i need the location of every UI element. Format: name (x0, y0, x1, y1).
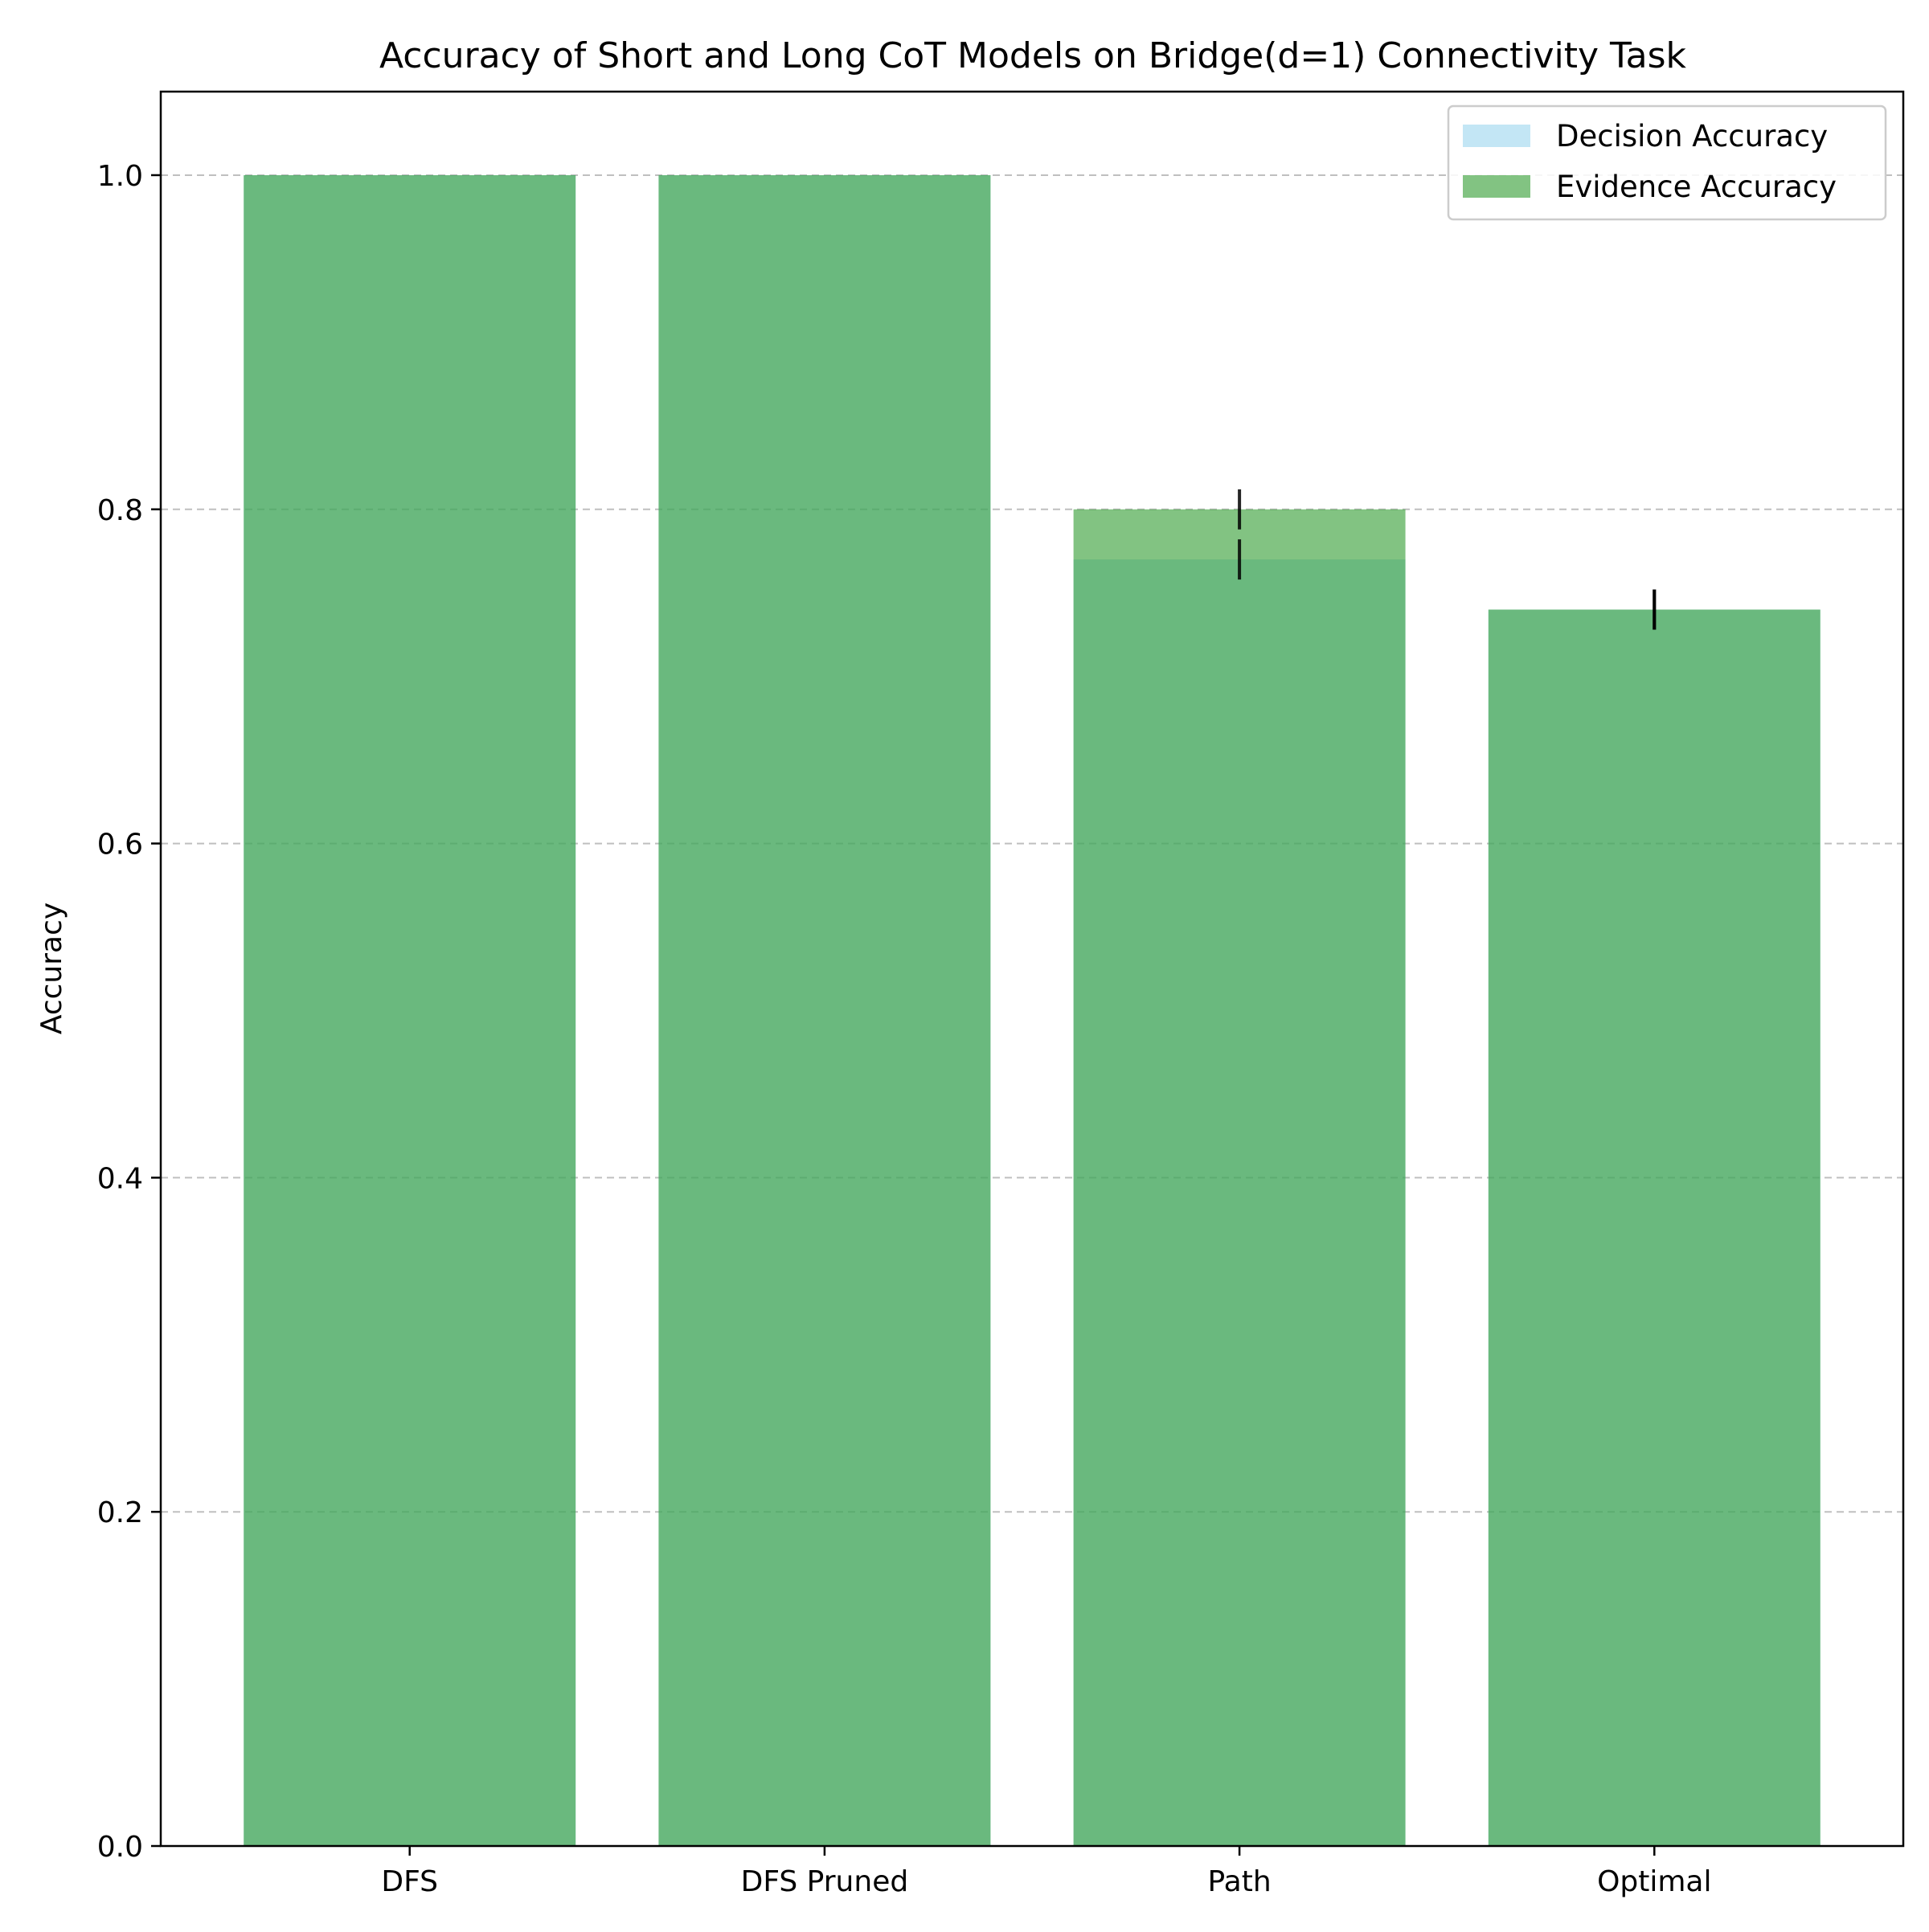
y-tick-label: 1.0 (97, 160, 143, 193)
bar-evidence-0 (244, 174, 576, 1846)
bars (244, 174, 1820, 1847)
y-tick-label: 0.6 (97, 829, 143, 862)
axes: 0.0 0.2 0.4 0.6 0.8 1.0 DFS DFS Pruned Path Optim… (97, 90, 1905, 1898)
x-tick-label: Path (1208, 1865, 1272, 1898)
legend-swatch-decision (1463, 125, 1530, 147)
legend-label-decision: Decision Accuracy (1556, 119, 1828, 153)
x-tick-label: DFS Pruned (741, 1865, 909, 1898)
y-tick-label: 0.2 (97, 1496, 143, 1529)
x-tick-label: DFS (381, 1865, 438, 1898)
legend: Decision Accuracy Evidence Accuracy (1447, 104, 1887, 221)
y-tick-label: 0.0 (97, 1831, 143, 1864)
error-bars (1238, 489, 1657, 630)
legend-label-evidence: Evidence Accuracy (1556, 170, 1837, 204)
y-axis-label: Accuracy (35, 903, 68, 1034)
bar-evidence-3 (1488, 609, 1820, 1846)
y-tick-label: 0.4 (97, 1162, 143, 1195)
x-tick-label: Optimal (1597, 1865, 1711, 1898)
legend-box (1447, 104, 1887, 221)
plot-frame (159, 90, 1905, 1848)
y-tick-label: 0.8 (97, 494, 143, 527)
legend-swatch-evidence (1463, 175, 1530, 198)
chart-title: Accuracy of Short and Long CoT Models on… (379, 35, 1687, 76)
bar-evidence-1 (658, 174, 991, 1846)
bar-evidence-2 (1073, 509, 1406, 1846)
